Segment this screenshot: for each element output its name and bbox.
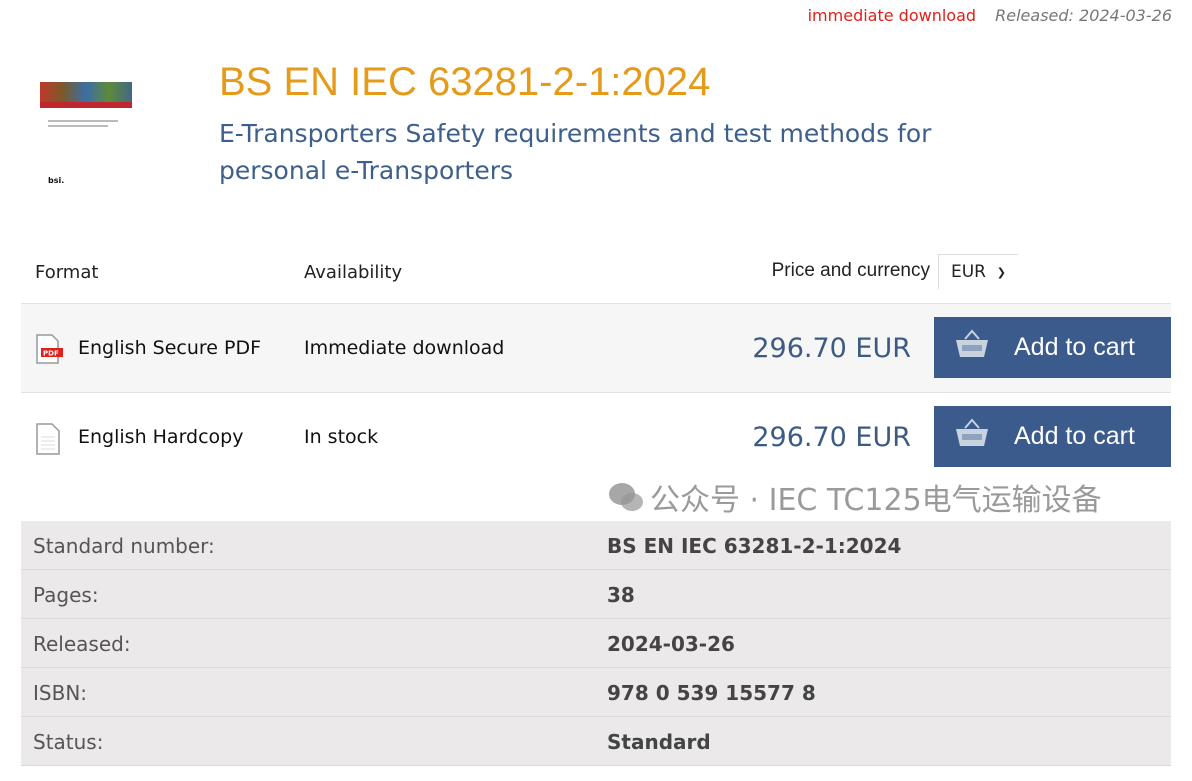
detail-label: Pages: [33, 583, 99, 607]
release-date: Released: 2024-03-26 [995, 6, 1172, 25]
detail-value: Standard [607, 730, 711, 754]
detail-row: Released: 2024-03-26 [21, 619, 1171, 668]
watermark: 公众号 · IEC TC125电气运输设备 [608, 481, 1102, 522]
detail-row: ISBN: 978 0 539 15577 8 [21, 668, 1171, 717]
detail-value: 2024-03-26 [607, 632, 735, 656]
wechat-icon [608, 481, 644, 522]
svg-text:PDF: PDF [43, 350, 59, 358]
detail-label: Standard number: [33, 534, 215, 558]
currency-value: EUR [951, 262, 986, 282]
add-to-cart-label: Add to cart [1014, 333, 1135, 361]
watermark-text: 公众号 · IEC TC125电气运输设备 [650, 483, 1102, 518]
detail-label: Released: [33, 632, 131, 656]
basket-icon [954, 418, 990, 455]
detail-value: BS EN IEC 63281-2-1:2024 [607, 534, 902, 558]
header-availability: Availability [304, 262, 403, 283]
price: 296.70 EUR [752, 333, 911, 364]
top-status: immediate download Released: 2024-03-26 [808, 6, 1172, 25]
add-to-cart-label: Add to cart [1014, 422, 1135, 450]
detail-row: Standard number: BS EN IEC 63281-2-1:2024 [21, 521, 1171, 570]
page-title: BS EN IEC 63281-2-1:2024 [219, 60, 711, 104]
table-row: English Hardcopy In stock 296.70 EUR Add… [21, 392, 1171, 481]
detail-row: Status: Standard [21, 717, 1171, 766]
price: 296.70 EUR [752, 422, 911, 453]
header-format: Format [35, 262, 99, 283]
detail-value: 978 0 539 15577 8 [607, 681, 816, 705]
detail-value: 38 [607, 583, 635, 607]
basket-icon [954, 329, 990, 366]
pdf-file-icon: PDF [35, 334, 63, 368]
availability-note: immediate download [807, 6, 977, 25]
format-label: English Secure PDF [78, 337, 262, 359]
add-to-cart-button[interactable]: Add to cart [934, 317, 1171, 378]
table-row: PDF English Secure PDF Immediate downloa… [21, 303, 1171, 392]
add-to-cart-button[interactable]: Add to cart [934, 406, 1171, 467]
page-subtitle: E-Transporters Safety requirements and t… [219, 119, 932, 185]
cover-image: bsi. [38, 72, 132, 192]
detail-label: ISBN: [33, 681, 88, 705]
currency-select[interactable]: EUR ❯ [938, 254, 1018, 289]
availability-label: Immediate download [304, 337, 505, 359]
detail-label: Status: [33, 730, 104, 754]
detail-row: Pages: 38 [21, 570, 1171, 619]
availability-label: In stock [304, 426, 379, 448]
details-table: Standard number: BS EN IEC 63281-2-1:2024… [21, 521, 1171, 766]
header-price: Price and currency [771, 260, 930, 281]
format-label: English Hardcopy [78, 426, 244, 448]
document-icon [35, 423, 63, 459]
chevron-down-icon: ❯ [996, 265, 1006, 279]
